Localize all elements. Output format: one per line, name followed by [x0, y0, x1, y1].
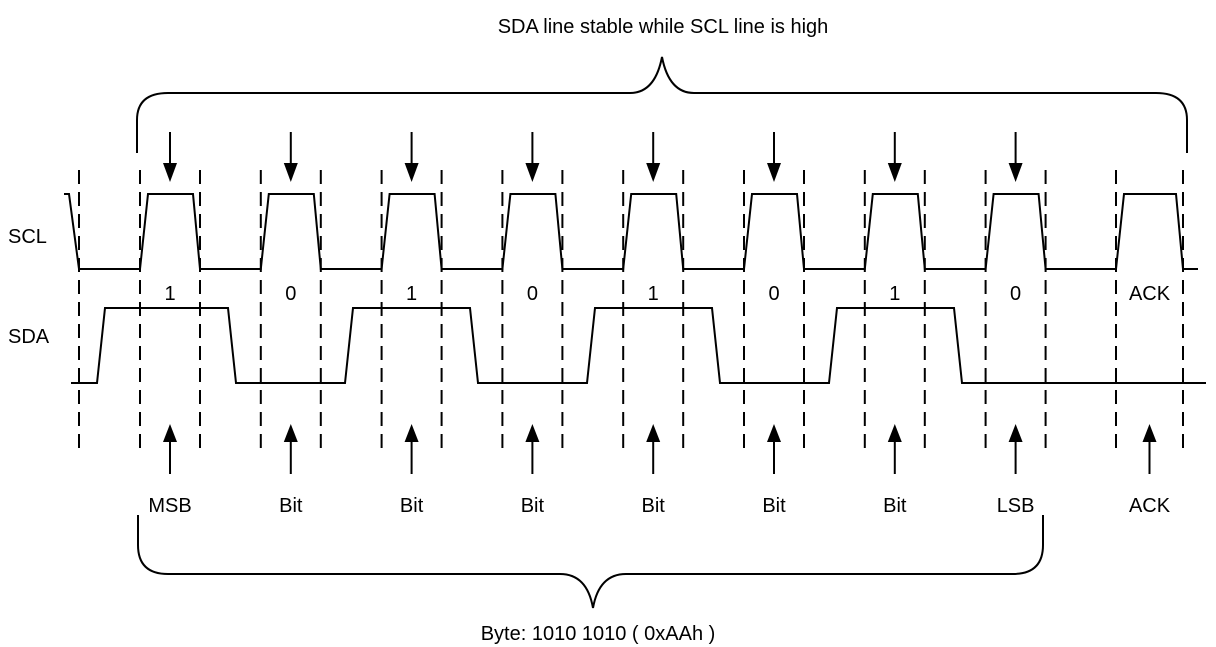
- down-arrow-icon: [887, 163, 902, 182]
- bit-label: LSB: [997, 495, 1035, 517]
- down-arrow-icon: [646, 163, 661, 182]
- bit-value: 1: [889, 283, 900, 305]
- bit-value: 0: [285, 283, 296, 305]
- down-arrow-icon: [163, 163, 177, 182]
- bit-value: 0: [1010, 283, 1021, 305]
- bit-label: Bit: [279, 495, 303, 517]
- bit-value: 1: [164, 283, 175, 305]
- bit-label: ACK: [1129, 495, 1171, 517]
- bit-label: Bit: [642, 495, 666, 517]
- scl-label: SCL: [8, 226, 47, 248]
- bit-label: Bit: [521, 495, 545, 517]
- bit-value: 1: [648, 283, 659, 305]
- up-arrow-icon: [404, 424, 419, 442]
- up-arrow-icon: [646, 424, 661, 442]
- up-arrow-icon: [767, 424, 781, 442]
- bit-label: Bit: [883, 495, 907, 517]
- sda-waveform: [71, 307, 1206, 384]
- sda-label: SDA: [8, 326, 50, 348]
- scl-waveform: [64, 193, 1198, 270]
- top-brace: [136, 56, 1188, 153]
- bit-value: 0: [527, 283, 538, 305]
- bit-label: Bit: [400, 495, 424, 517]
- bit-label: Bit: [762, 495, 786, 517]
- bit-value: 1: [406, 283, 417, 305]
- up-arrow-icon: [525, 424, 540, 442]
- up-arrow-icon: [887, 424, 902, 442]
- bit-value: 0: [768, 283, 779, 305]
- bottom-caption: Byte: 1010 1010 ( 0xAAh ): [481, 623, 716, 645]
- bottom-brace: [137, 515, 1044, 609]
- down-arrow-icon: [1008, 163, 1023, 182]
- down-arrow-icon: [525, 163, 540, 182]
- down-arrow-icon: [283, 163, 298, 182]
- down-arrow-icon: [767, 163, 781, 182]
- up-arrow-icon: [163, 424, 177, 442]
- up-arrow-icon: [1008, 424, 1023, 442]
- up-arrow-icon: [1142, 424, 1157, 442]
- top-caption: SDA line stable while SCL line is high: [498, 16, 829, 38]
- down-arrow-icon: [404, 163, 419, 182]
- bit-label: MSB: [148, 495, 191, 517]
- bit-value: ACK: [1129, 283, 1171, 305]
- up-arrow-icon: [283, 424, 298, 442]
